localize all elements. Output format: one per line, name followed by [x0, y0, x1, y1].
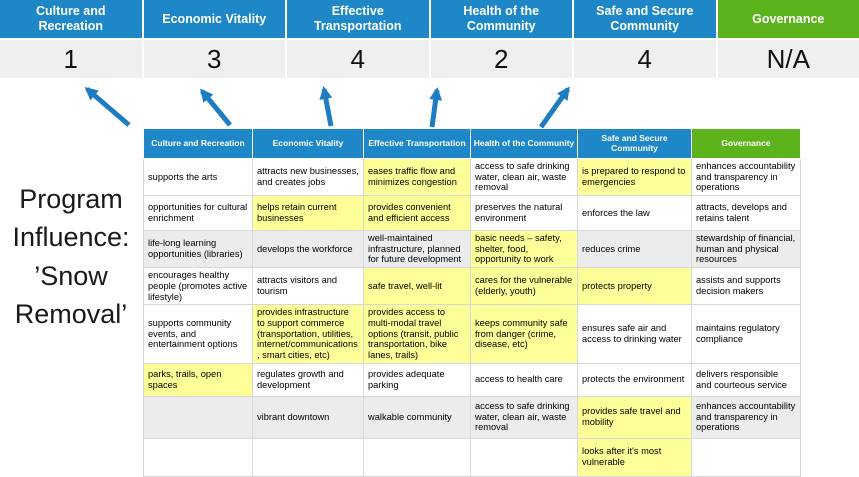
matrix-cell-r7-c6: enhances accountability and transparency… [692, 396, 801, 438]
matrix-cell-r5-c2: provides infrastructure to support comme… [253, 305, 364, 363]
matrix-cell-r1-c2: attracts new businesses, and creates job… [253, 159, 364, 196]
matrix-row-3: life-long learning opportunities (librar… [144, 231, 801, 268]
matrix-cell-r8-c6 [692, 438, 801, 476]
summary-header-economic-vitality: Economic Vitality [144, 0, 286, 38]
summary-header-safe-and-secure-community: Safe and Secure Community [574, 0, 716, 38]
matrix-cell-r1-c4: access to safe drinking water, clean air… [471, 159, 578, 196]
summary-score-culture-and-recreation: 1 [0, 40, 142, 78]
matrix-cell-r6-c2: regulates growth and development [253, 363, 364, 396]
matrix-row-4: encourages healthy people (promotes acti… [144, 268, 801, 305]
matrix-cell-r6-c4: access to health care [471, 363, 578, 396]
matrix-cell-r8-c4 [471, 438, 578, 476]
matrix-cell-r1-c1: supports the arts [144, 159, 253, 196]
matrix-cell-r5-c1: supports community events, and entertain… [144, 305, 253, 363]
matrix-cell-r1-c6: enhances accountability and transparency… [692, 159, 801, 196]
program-influence-title: Program Influence: ’Snow Removal’ [0, 180, 142, 333]
matrix-cell-r7-c4: access to safe drinking water, clean air… [471, 396, 578, 438]
matrix-header-safe-and-secure-community: Safe and Secure Community [578, 129, 692, 159]
matrix-cell-r6-c5: protects the environment [578, 363, 692, 396]
matrix-cell-r4-c3: safe travel, well-lit [364, 268, 471, 305]
matrix-cell-r8-c5: looks after it's most vulnerable [578, 438, 692, 476]
up-arrow-icon-1 [87, 89, 129, 125]
up-arrow-icon-3 [324, 89, 331, 126]
matrix-cell-r7-c5: provides safe travel and mobility [578, 396, 692, 438]
matrix-cell-r5-c6: maintains regulatory compliance [692, 305, 801, 363]
matrix-cell-r2-c2: helps retain current businesses [253, 196, 364, 231]
matrix-header-governance: Governance [692, 129, 801, 159]
matrix-cell-r4-c1: encourages healthy people (promotes acti… [144, 268, 253, 305]
matrix-cell-r4-c5: protects property [578, 268, 692, 305]
matrix-cell-r7-c2: vibrant downtown [253, 396, 364, 438]
matrix-header-culture-and-recreation: Culture and Recreation [144, 129, 253, 159]
matrix-header-economic-vitality: Economic Vitality [253, 129, 364, 159]
matrix-cell-r5-c4: keeps community safe from danger (crime,… [471, 305, 578, 363]
matrix-cell-r8-c2 [253, 438, 364, 476]
up-arrow-icon-2 [202, 91, 230, 125]
matrix-cell-r2-c3: provides convenient and efficient access [364, 196, 471, 231]
up-arrow-icon-5 [541, 89, 568, 127]
matrix-cell-r6-c6: delivers responsible and courteous servi… [692, 363, 801, 396]
summary-header-governance: Governance [718, 0, 859, 38]
up-arrow-icon-4 [432, 90, 437, 127]
matrix-row-8: looks after it's most vulnerable [144, 438, 801, 476]
matrix-cell-r6-c1: parks, trails, open spaces [144, 363, 253, 396]
matrix-cell-r5-c5: ensures safe air and access to drinking … [578, 305, 692, 363]
matrix-cell-r4-c2: attracts visitors and tourism [253, 268, 364, 305]
matrix-cell-r7-c1 [144, 396, 253, 438]
matrix-cell-r5-c3: provides access to multi-modal travel op… [364, 305, 471, 363]
matrix-row-5: supports community events, and entertain… [144, 305, 801, 363]
summary-score-effective-transportation: 4 [287, 40, 429, 78]
matrix-cell-r3-c3: well-maintained infrastructure, planned … [364, 231, 471, 268]
summary-score-economic-vitality: 3 [144, 40, 286, 78]
matrix-cell-r3-c6: stewardship of financial, human and phys… [692, 231, 801, 268]
summary-score-governance: N/A [718, 40, 859, 78]
matrix-cell-r2-c4: preserves the natural environment [471, 196, 578, 231]
summary-header-culture-and-recreation: Culture and Recreation [0, 0, 142, 38]
matrix-cell-r6-c3: provides adequate parking [364, 363, 471, 396]
summary-header-effective-transportation: Effective Transportation [287, 0, 429, 38]
matrix-cell-r7-c3: walkable community [364, 396, 471, 438]
matrix-cell-r1-c3: eases traffic flow and minimizes congest… [364, 159, 471, 196]
matrix-cell-r4-c4: cares for the vulnerable (elderly, youth… [471, 268, 578, 305]
summary-header-health-of-the-community: Health of the Community [431, 0, 573, 38]
matrix-cell-r3-c1: life-long learning opportunities (librar… [144, 231, 253, 268]
matrix-cell-r3-c5: reduces crime [578, 231, 692, 268]
matrix-cell-r8-c3 [364, 438, 471, 476]
matrix-cell-r8-c1 [144, 438, 253, 476]
matrix-header-health-of-the-community: Health of the Community [471, 129, 578, 159]
matrix-cell-r2-c6: attracts, develops and retains talent [692, 196, 801, 231]
matrix-cell-r2-c1: opportunities for cultural enrichment [144, 196, 253, 231]
matrix-cell-r3-c4: basic needs – safety, shelter, food, opp… [471, 231, 578, 268]
matrix-cell-r3-c2: develops the workforce [253, 231, 364, 268]
matrix-cell-r4-c6: assists and supports decision makers [692, 268, 801, 305]
matrix-header-effective-transportation: Effective Transportation [364, 129, 471, 159]
summary-score-safe-and-secure-community: 4 [574, 40, 716, 78]
matrix-cell-r1-c5: is prepared to respond to emergencies [578, 159, 692, 196]
matrix-cell-r2-c5: enforces the law [578, 196, 692, 231]
summary-score-health-of-the-community: 2 [431, 40, 573, 78]
